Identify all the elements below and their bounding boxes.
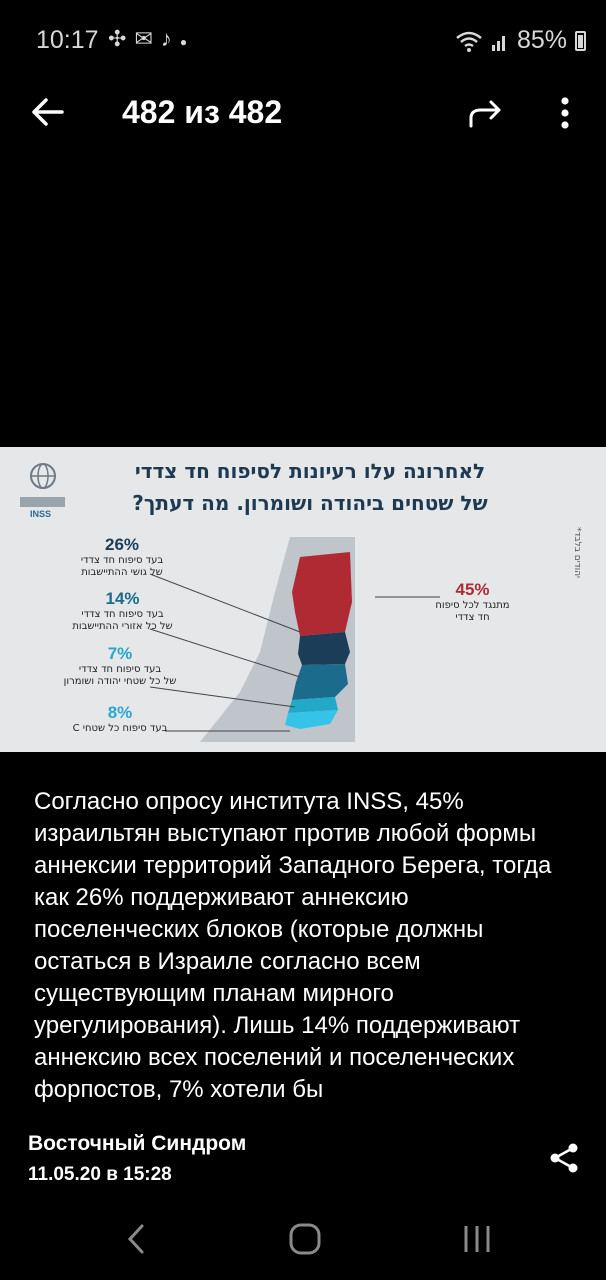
logo-text: INSS: [30, 509, 52, 519]
stat-item-1: 26% בעד סיפוח חד צדדי של גושי ההתיישבות: [72, 535, 172, 579]
logo-subtext: [20, 497, 65, 507]
stat-percent: 8%: [107, 703, 133, 722]
share-icon[interactable]: [546, 1140, 582, 1176]
post-caption: Согласно опросу института INSS, 45% изра…: [34, 788, 552, 1103]
stat-label: חד צדדי: [455, 612, 490, 623]
wifi-icon: [456, 31, 482, 52]
stat-percent: 14%: [105, 589, 140, 608]
stat-item-oppose: 45% מתנגד לכל סיפוח חד צדדי: [425, 580, 520, 624]
stat-label: בעד סיפוח חד צדדי: [78, 664, 162, 675]
stat-item-3: 7% בעד סיפוח חד צדדי של כל שטחי יהודה וש…: [55, 644, 185, 688]
inss-globe-logo: [30, 463, 56, 489]
battery-icon: [575, 30, 586, 51]
infographic-image[interactable]: INSS לאחרונה עלו רעיונות לסיפוח חד צדדי …: [0, 447, 606, 752]
system-nav-bar: [0, 1196, 606, 1280]
status-right: 85%: [455, 26, 586, 55]
channel-name[interactable]: Восточный Синдром: [28, 1132, 247, 1155]
nav-home-icon[interactable]: [288, 1222, 322, 1256]
connector-lines: [149, 573, 440, 732]
stat-percent: 7%: [107, 644, 133, 663]
stat-label: בעד סיפוח חד צדדי: [80, 555, 164, 566]
infographic-title-1: לאחרונה עלו רעיונות לסיפוח חד צדדי: [134, 459, 486, 483]
stat-item-4: 8% בעד סיפוח כל שטחי C: [65, 703, 175, 735]
stat-label: בעד סיפוח כל שטחי C: [72, 723, 168, 734]
stat-label: בעד סיפוח חד צדדי: [81, 609, 164, 620]
stat-label: של כל שטחי יהודה ושומרון: [63, 676, 177, 687]
stat-label: של גושי ההתיישבות: [81, 567, 163, 578]
nav-recents-icon[interactable]: [460, 1222, 494, 1256]
battery-percent: 85%: [516, 26, 567, 54]
stat-percent: 45%: [455, 580, 490, 599]
map-graphic: [200, 537, 355, 742]
messenger-icon: ✣: [108, 26, 135, 51]
dot-icon: ●: [179, 35, 196, 49]
tiktok-icon: ♪: [160, 26, 180, 51]
infographic-title-2: של שטחים ביהודה ושומרון. מה דעתך?: [132, 491, 488, 515]
status-time: 10:17: [36, 26, 99, 54]
photo-counter: 482 из 482: [122, 94, 283, 130]
back-arrow-icon[interactable]: [28, 92, 68, 132]
forward-icon[interactable]: [465, 94, 505, 134]
more-options-icon[interactable]: [552, 94, 578, 134]
notification-icons: ✣✉♪●: [108, 26, 195, 52]
status-bar: 10:17 ✣✉♪● 85%: [0, 0, 606, 80]
stat-percent: 26%: [104, 535, 140, 554]
post-date: 11.05.20 в 15:28: [28, 1164, 172, 1185]
stat-label: מתנגד לכל סיפוח: [435, 600, 510, 611]
stat-item-2: 14% בעד סיפוח חד צדדי של כל אזורי ההתייש…: [60, 589, 185, 633]
mail-icon: ✉: [134, 26, 161, 51]
nav-back-icon[interactable]: [122, 1222, 152, 1256]
signal-icon: [491, 35, 505, 51]
side-note: *יהודים בלבד: [572, 527, 582, 579]
stat-label: של כל אזורי ההתיישבות: [72, 621, 173, 632]
